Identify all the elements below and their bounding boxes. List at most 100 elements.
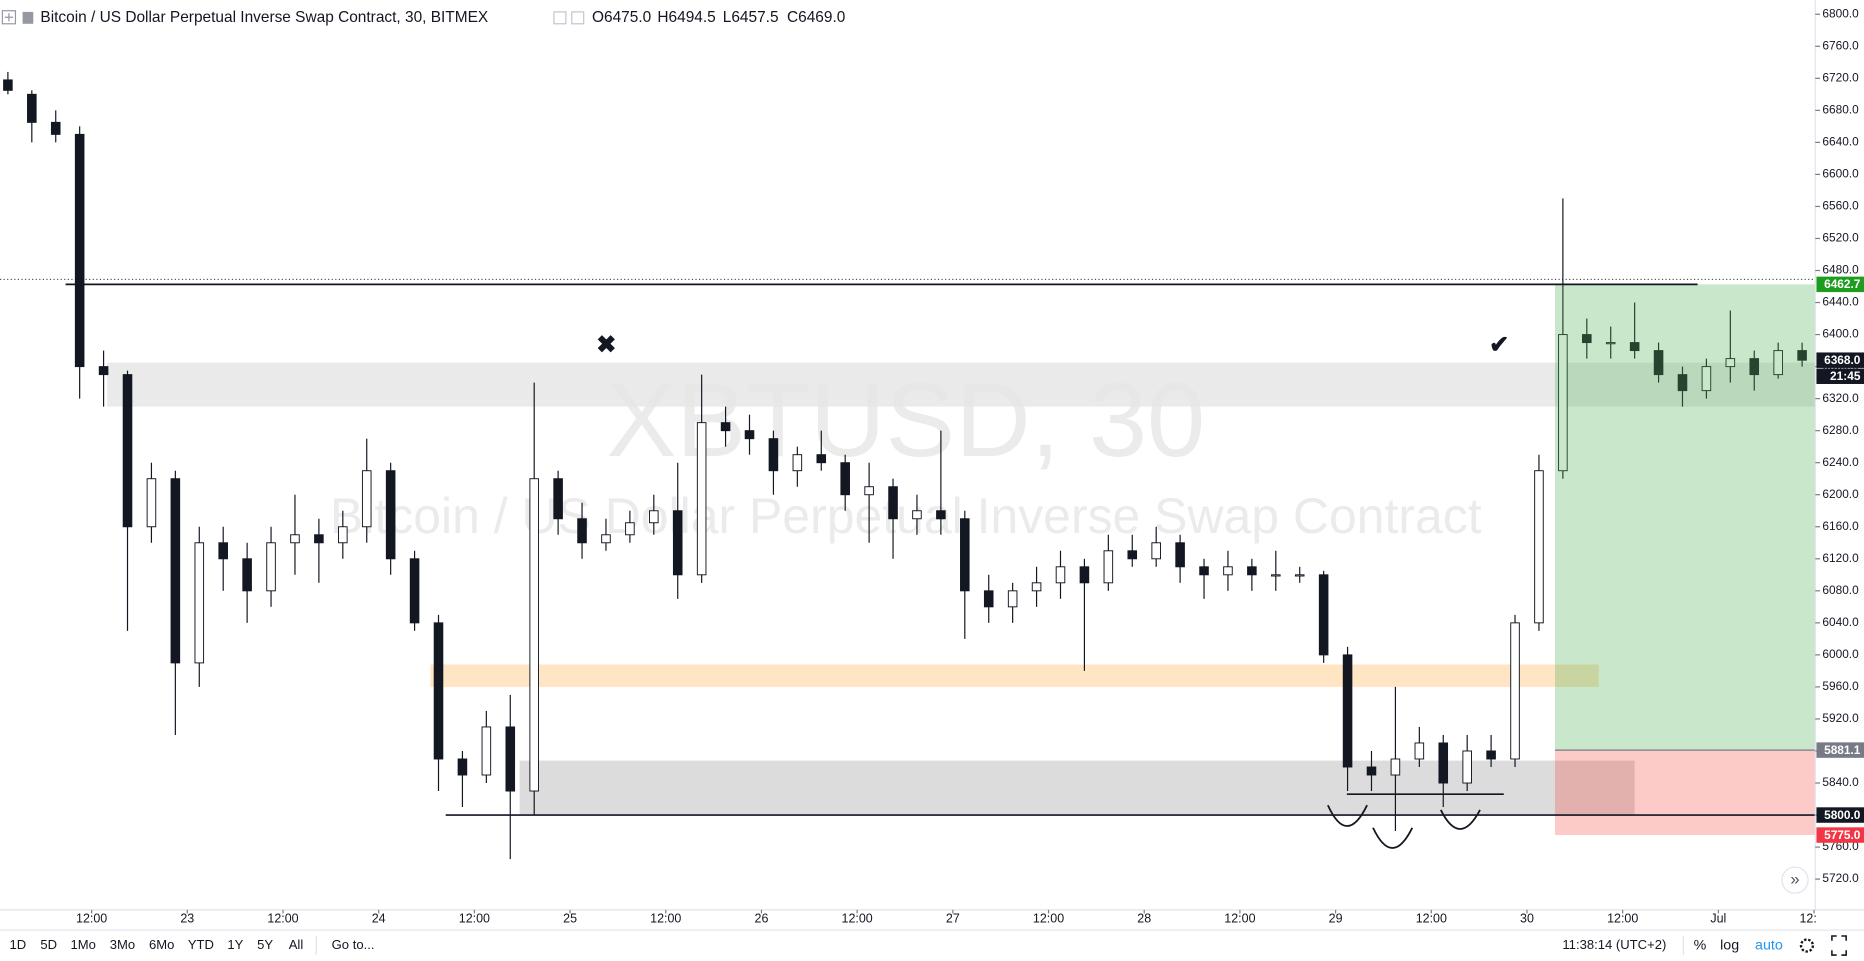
x-tick-label: 12:00 xyxy=(267,912,298,926)
candle-body xyxy=(1390,758,1401,776)
symbol-icon xyxy=(22,11,34,24)
candle-body xyxy=(1055,566,1066,584)
candle-body xyxy=(696,422,707,576)
candle-body xyxy=(601,534,611,544)
candle-body xyxy=(1223,566,1233,576)
price-zone xyxy=(519,760,1635,816)
range-button[interactable]: 5D xyxy=(40,937,57,952)
y-tick-label: 6680.0 xyxy=(1822,102,1859,116)
bottom-toolbar: 1D 5D 1Mo 3Mo 6Mo YTD 1Y 5Y All Go to... 11:38:14 … xyxy=(9,937,1782,953)
scale-option[interactable]: % xyxy=(1694,937,1707,953)
x-tick-label: 25 xyxy=(563,912,577,926)
candle-body xyxy=(146,478,157,528)
candle-body xyxy=(816,454,827,464)
scroll-button[interactable] xyxy=(1781,866,1809,894)
plot-area: XBTUSD, 30 Bitcoin / US Dollar Perpetual… xyxy=(0,71,1816,860)
shoulder-arc xyxy=(1439,809,1481,830)
y-tick-label: 6000.0 xyxy=(1822,647,1859,661)
ohlc-open: O6475.0 xyxy=(592,9,651,26)
candle-body xyxy=(1629,342,1640,352)
candle-body xyxy=(1318,574,1329,656)
candle-body xyxy=(385,470,396,560)
scroll-button-icon[interactable]: » xyxy=(1790,870,1799,889)
x-tick-label: 12:00 xyxy=(76,912,107,926)
x-tick-label: 12:00 xyxy=(842,912,873,926)
scale-option[interactable]: auto xyxy=(1755,937,1783,953)
candle-body xyxy=(1414,742,1425,760)
x-tick-label: Jul xyxy=(1710,912,1726,926)
candle-body xyxy=(1462,750,1472,784)
candle-body xyxy=(553,478,563,520)
x-tick-label: 12: xyxy=(1799,912,1816,926)
candle-body xyxy=(361,470,372,528)
y-tick-label: 5920.0 xyxy=(1822,711,1859,725)
range-button[interactable]: All xyxy=(289,937,304,952)
y-tick-label: 6400.0 xyxy=(1822,327,1859,341)
range-button[interactable]: YTD xyxy=(188,937,214,952)
candle-body xyxy=(3,79,13,91)
price-label: 5800.0 xyxy=(1824,808,1861,822)
settings-icon[interactable] xyxy=(1799,938,1815,953)
candle-body xyxy=(577,518,587,544)
x-tick-label: 26 xyxy=(755,912,769,926)
collapse-icon-plus xyxy=(4,13,14,22)
position-profit xyxy=(1554,284,1816,751)
candle-body xyxy=(649,510,659,524)
y-tick-label: 5960.0 xyxy=(1822,679,1859,693)
candle-body xyxy=(1486,750,1496,760)
price-label-box xyxy=(1816,827,1864,843)
price-label: 5775.0 xyxy=(1824,828,1861,842)
candle-body xyxy=(1677,374,1688,392)
header-icon[interactable] xyxy=(571,11,585,25)
candle-body xyxy=(338,526,348,544)
range-button[interactable]: 1Mo xyxy=(71,937,96,952)
y-tick-label: 6800.0 xyxy=(1822,6,1859,20)
candle-body xyxy=(1438,742,1449,784)
y-tick-label: 6040.0 xyxy=(1822,615,1859,629)
countdown-box xyxy=(1816,368,1864,384)
candle-body xyxy=(27,93,37,123)
candle-body xyxy=(1773,350,1783,376)
y-tick-label: 6480.0 xyxy=(1822,263,1859,277)
range-button[interactable]: 5Y xyxy=(257,937,273,952)
candle-body xyxy=(960,518,970,592)
ohlc-low: L6457.5 xyxy=(723,9,779,26)
range-button[interactable]: 1Y xyxy=(227,937,243,952)
range-button[interactable]: 1D xyxy=(9,937,26,952)
ohlc-close: C6469.0 xyxy=(787,9,845,26)
collapse-icon[interactable] xyxy=(1,10,17,25)
goto-button[interactable]: Go to... xyxy=(332,937,375,952)
y-tick-label: 6600.0 xyxy=(1822,167,1859,181)
x-tick-label: 24 xyxy=(372,912,386,926)
candle-body xyxy=(744,430,755,440)
price-label: 6368.0 xyxy=(1824,353,1861,367)
y-tick-label: 6200.0 xyxy=(1822,487,1859,501)
candle-body xyxy=(1653,350,1664,376)
candle-body xyxy=(1007,590,1018,608)
y-tick-label: 6760.0 xyxy=(1822,38,1859,52)
y-tick-label: 6520.0 xyxy=(1822,231,1859,245)
scale-option[interactable]: log xyxy=(1720,937,1739,953)
header-icon[interactable] xyxy=(553,11,567,25)
candle-body xyxy=(266,542,276,592)
x-tick-label: 12:00 xyxy=(1033,912,1064,926)
countdown: 21:45 xyxy=(1830,369,1861,383)
candle-body xyxy=(912,510,922,520)
header-title[interactable]: Bitcoin / US Dollar Perpetual Inverse Sw… xyxy=(40,9,488,26)
candle-body xyxy=(74,133,85,368)
candle-body xyxy=(1558,334,1568,472)
candle-body xyxy=(170,478,181,664)
fullscreen-icon[interactable] xyxy=(1831,935,1847,956)
range-button[interactable]: 6Mo xyxy=(149,937,174,952)
x-tick-label: 12:00 xyxy=(459,912,490,926)
candle-body xyxy=(1701,366,1712,392)
y-tick-label: 5720.0 xyxy=(1822,871,1859,885)
candle-body xyxy=(1342,654,1353,768)
candle-body xyxy=(481,726,492,776)
candle-body xyxy=(625,522,635,536)
range-button[interactable]: 3Mo xyxy=(110,937,135,952)
price-zone xyxy=(107,362,1816,407)
candle-body xyxy=(122,374,133,528)
x-tick-label: 12:00 xyxy=(650,912,681,926)
